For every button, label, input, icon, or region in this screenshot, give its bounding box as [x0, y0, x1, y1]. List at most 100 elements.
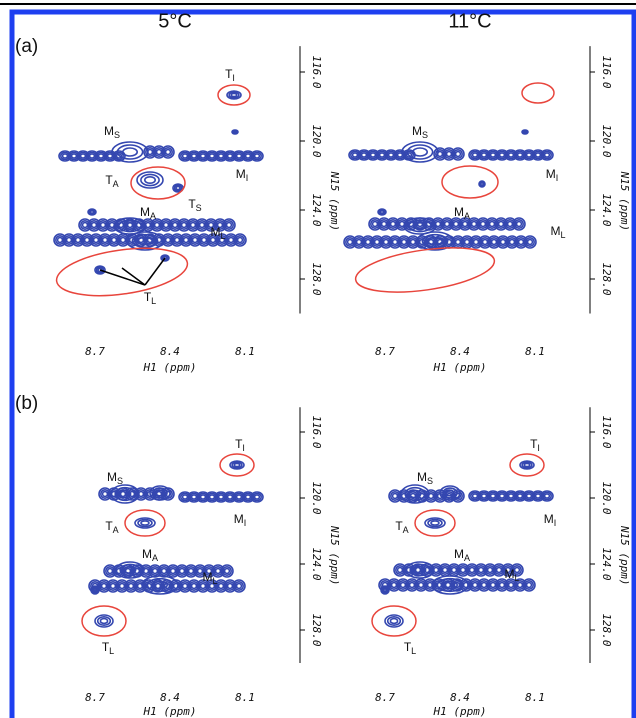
contour [371, 220, 379, 228]
contour [506, 220, 514, 228]
contour [190, 582, 198, 590]
contour [373, 238, 381, 246]
peak-label-sub: I [232, 73, 235, 83]
peak-label-sub: I [242, 443, 245, 453]
contour [233, 233, 247, 247]
contour [163, 147, 174, 158]
contour [525, 581, 533, 589]
contour [141, 575, 179, 595]
contour [522, 130, 527, 134]
contour [510, 563, 524, 577]
x-tick-label: 8.7 [85, 345, 105, 358]
contour [244, 494, 252, 500]
peak-label-sub: S [117, 476, 123, 486]
peak-label: ML [202, 570, 217, 586]
contour [127, 582, 135, 590]
contour [190, 494, 198, 500]
highlight-ring [81, 605, 127, 637]
peak-label: TA [105, 519, 118, 535]
contour [408, 581, 416, 589]
contour [497, 220, 505, 228]
contour [190, 153, 198, 159]
contour [198, 221, 206, 229]
contour [396, 566, 404, 574]
contour [227, 236, 235, 244]
peak-label: MI [546, 167, 559, 183]
contour [519, 460, 535, 470]
contour [106, 567, 114, 575]
contour [175, 185, 181, 191]
contour [232, 579, 246, 593]
contour [390, 581, 398, 589]
contour [152, 487, 168, 499]
y-tick-label: 124.0 [310, 193, 323, 226]
contour [233, 462, 241, 468]
y-tick-label: 116.0 [310, 415, 323, 448]
contour [236, 236, 244, 244]
contour [217, 494, 225, 500]
peak-label-main: T [235, 437, 243, 451]
contour [400, 238, 408, 246]
contour [250, 150, 264, 162]
contour [118, 489, 132, 499]
contour [155, 489, 165, 497]
contour [189, 221, 197, 229]
contour [471, 493, 479, 499]
contour [70, 153, 78, 159]
contour [389, 617, 399, 625]
contour [178, 567, 186, 575]
contour [513, 566, 521, 574]
contour [524, 237, 535, 248]
pointer [144, 257, 166, 286]
peak-label: MA [142, 547, 158, 563]
peak-label: TA [395, 519, 408, 535]
peak-label-sub: S [196, 203, 202, 213]
contour [90, 585, 100, 595]
contour [507, 493, 515, 499]
peak-label-sub: A [403, 525, 409, 535]
contour [208, 494, 216, 500]
contour [523, 235, 537, 249]
peak-label-sub: I [554, 518, 557, 528]
contour [87, 208, 97, 216]
x-tick-label: 8.1 [235, 691, 255, 704]
y-tick-label: 120.0 [600, 124, 613, 157]
contour [162, 221, 170, 229]
contour [97, 153, 105, 159]
peak-label: TS [188, 197, 201, 213]
peak-label: MS [107, 470, 123, 486]
peak-label: MI [234, 512, 247, 528]
highlight-ring [219, 453, 255, 477]
peak-label: MA [140, 205, 156, 221]
contour [250, 491, 264, 503]
contour [115, 153, 123, 159]
peak-label-main: M [412, 124, 422, 138]
contour [226, 494, 234, 500]
contour [149, 485, 171, 501]
contour [523, 462, 531, 468]
x-axis-title: H1 (ppm) [433, 705, 487, 718]
contour [479, 220, 487, 228]
contour [222, 565, 233, 576]
contour [391, 238, 399, 246]
contour [445, 489, 455, 497]
contour [391, 492, 399, 500]
y-axis-title: N15 (ppm) [328, 525, 341, 586]
peak-label: TL [404, 640, 416, 656]
contour [461, 220, 469, 228]
contour [235, 494, 243, 500]
highlight-ring [509, 453, 545, 477]
peak-label-sub: A [150, 211, 156, 221]
contour [541, 150, 552, 160]
contour [426, 236, 443, 246]
contour [81, 221, 89, 229]
contour [463, 238, 471, 246]
contour [122, 222, 138, 231]
contour [409, 563, 431, 577]
contour [523, 579, 534, 590]
contour [89, 210, 95, 215]
peak-label: TL [144, 290, 156, 306]
peak-label-main: T [188, 197, 196, 211]
contour [181, 153, 189, 159]
highlight-ring [521, 82, 555, 104]
